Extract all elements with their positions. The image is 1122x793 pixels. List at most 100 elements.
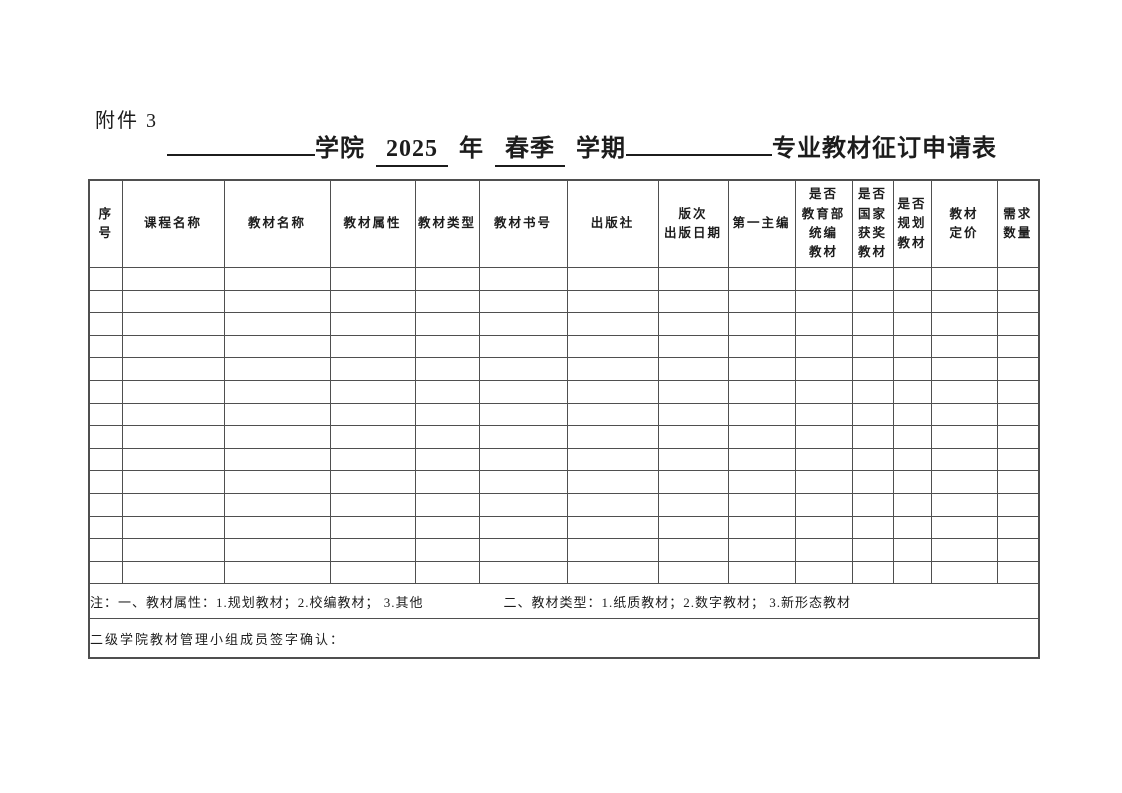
empty-cell xyxy=(329,334,416,359)
empty-cell xyxy=(851,379,894,404)
title-year-value: 2025 xyxy=(376,134,448,168)
empty-cell xyxy=(657,379,729,404)
column-header-first-editor: 第一主编 xyxy=(727,179,796,268)
table-row xyxy=(88,334,1040,359)
empty-cell xyxy=(414,425,480,449)
empty-cell xyxy=(892,357,932,381)
empty-cell xyxy=(727,492,796,517)
empty-cell xyxy=(794,402,853,427)
column-header-planned-textbook: 是否 规划 教材 xyxy=(892,179,932,268)
empty-cell xyxy=(223,334,331,359)
empty-cell xyxy=(88,560,123,585)
empty-cell xyxy=(657,515,729,540)
column-header-publisher: 出版社 xyxy=(566,179,659,268)
empty-cell xyxy=(223,289,331,314)
empty-cell xyxy=(414,560,480,585)
empty-cell xyxy=(121,425,225,449)
empty-cell xyxy=(121,357,225,381)
empty-cell xyxy=(794,267,853,291)
empty-cell xyxy=(329,289,416,314)
empty-cell xyxy=(892,538,932,562)
empty-cell xyxy=(930,515,998,540)
empty-cell xyxy=(930,402,998,427)
empty-cell xyxy=(892,334,932,359)
empty-cell xyxy=(329,492,416,517)
empty-cell xyxy=(566,447,659,472)
empty-cell xyxy=(930,492,998,517)
empty-cell xyxy=(478,357,568,381)
empty-cell xyxy=(794,379,853,404)
empty-cell xyxy=(930,538,998,562)
empty-cell xyxy=(657,538,729,562)
empty-cell xyxy=(794,515,853,540)
note-cell: 注：一、教材属性：1.规划教材；2.校编教材； 3.其他 二、教材类型：1.纸质教… xyxy=(88,583,1040,620)
empty-cell xyxy=(329,425,416,449)
empty-cell xyxy=(657,357,729,381)
empty-cell xyxy=(566,402,659,427)
empty-cell xyxy=(478,560,568,585)
empty-cell xyxy=(727,334,796,359)
table-row xyxy=(88,538,1040,562)
column-header-isbn: 教材书号 xyxy=(478,179,568,268)
empty-cell xyxy=(414,447,480,472)
empty-cell xyxy=(566,492,659,517)
empty-cell xyxy=(566,425,659,449)
empty-cell xyxy=(329,357,416,381)
empty-cell xyxy=(727,538,796,562)
empty-cell xyxy=(892,515,932,540)
table-row xyxy=(88,447,1040,472)
table-row xyxy=(88,492,1040,517)
note-textbook-type: 二、教材类型：1.纸质教材；2.数字教材； 3.新形态教材 xyxy=(503,594,852,610)
empty-cell xyxy=(996,312,1040,336)
empty-cell xyxy=(930,334,998,359)
empty-cell xyxy=(88,538,123,562)
empty-cell xyxy=(892,560,932,585)
empty-cell xyxy=(478,425,568,449)
signature-cell: 二级学院教材管理小组成员签字确认： xyxy=(88,618,1040,659)
signature-label: 二级学院教材管理小组成员签字确认： xyxy=(90,631,346,647)
empty-cell xyxy=(851,538,894,562)
empty-cell xyxy=(930,357,998,381)
empty-cell xyxy=(892,447,932,472)
empty-cell xyxy=(478,470,568,494)
empty-cell xyxy=(88,379,123,404)
empty-cell xyxy=(727,312,796,336)
empty-cell xyxy=(996,289,1040,314)
empty-cell xyxy=(794,289,853,314)
empty-cell xyxy=(478,312,568,336)
empty-cell xyxy=(892,267,932,291)
empty-cell xyxy=(794,334,853,359)
empty-cell xyxy=(223,492,331,517)
empty-cell xyxy=(88,402,123,427)
table-row xyxy=(88,267,1040,291)
empty-cell xyxy=(892,402,932,427)
empty-cell xyxy=(892,379,932,404)
empty-cell xyxy=(851,425,894,449)
empty-cell xyxy=(478,538,568,562)
empty-cell xyxy=(478,379,568,404)
empty-cell xyxy=(851,447,894,472)
empty-cell xyxy=(88,425,123,449)
empty-cell xyxy=(727,515,796,540)
empty-cell xyxy=(329,560,416,585)
table-row xyxy=(88,515,1040,540)
column-header-moe-unified: 是否 教育部 统编 教材 xyxy=(794,179,853,268)
empty-cell xyxy=(566,289,659,314)
empty-cell xyxy=(996,357,1040,381)
empty-cell xyxy=(930,425,998,449)
empty-cell xyxy=(329,312,416,336)
empty-cell xyxy=(727,447,796,472)
table-body xyxy=(88,267,1040,585)
title-form-name: 专业教材征订申请表 xyxy=(772,136,997,162)
empty-cell xyxy=(851,560,894,585)
empty-cell xyxy=(727,267,796,291)
empty-cell xyxy=(88,312,123,336)
empty-cell xyxy=(223,312,331,336)
empty-cell xyxy=(414,289,480,314)
empty-cell xyxy=(727,560,796,585)
major-blank-line xyxy=(626,151,772,156)
table-row xyxy=(88,402,1040,427)
title-year-unit: 年 xyxy=(459,136,484,162)
table-row xyxy=(88,470,1040,494)
